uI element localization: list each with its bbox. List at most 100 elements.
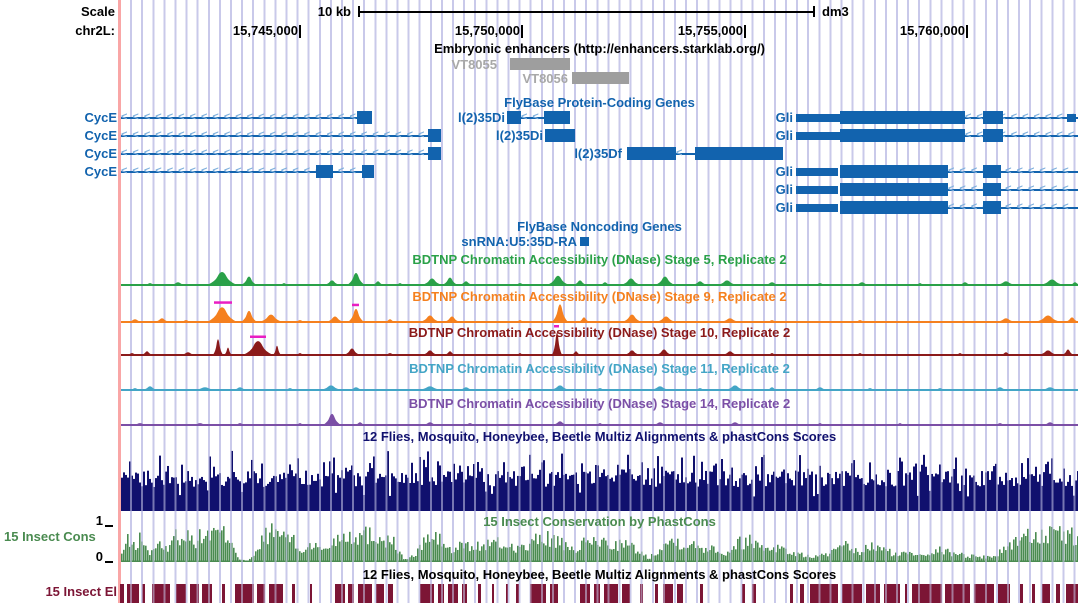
conserved-element-block[interactable] xyxy=(945,584,970,603)
conserved-element-block[interactable] xyxy=(420,584,434,603)
conserved-element-block[interactable] xyxy=(1056,584,1060,603)
conserved-element-block[interactable] xyxy=(478,584,481,603)
gene-exon-box[interactable] xyxy=(580,237,589,246)
gene-exon-box[interactable] xyxy=(316,165,333,178)
gene-label-snRNA:U5:35D-RA[interactable]: snRNA:U5:35D-RA xyxy=(461,234,577,249)
gene-exon-box[interactable] xyxy=(983,183,1001,196)
dnase-stage10-graph[interactable] xyxy=(121,325,1078,357)
gene-label-Gli[interactable]: Gli xyxy=(775,182,793,197)
conserved-element-block[interactable] xyxy=(974,584,994,603)
gene-exon-box[interactable] xyxy=(840,111,965,124)
gene-exon-box[interactable] xyxy=(357,111,372,124)
conserved-element-block[interactable] xyxy=(176,584,186,603)
gene-label-CycE[interactable]: CycE xyxy=(84,128,117,143)
gene-label-CycE[interactable]: CycE xyxy=(84,164,117,179)
conserved-element-block[interactable] xyxy=(905,584,907,603)
conserved-element-block[interactable] xyxy=(127,584,139,603)
gene-exon-box[interactable] xyxy=(796,186,838,194)
gene-label-Gli[interactable]: Gli xyxy=(775,128,793,143)
conserved-element-block[interactable] xyxy=(580,584,590,603)
dnase-stage9-graph[interactable] xyxy=(121,292,1078,324)
conserved-element-block[interactable] xyxy=(462,584,467,603)
conserved-element-block[interactable] xyxy=(257,584,265,603)
conserved-element-block[interactable] xyxy=(655,584,658,603)
conserved-element-block[interactable] xyxy=(269,584,283,603)
conserved-element-block[interactable] xyxy=(866,584,880,603)
conserved-element-block[interactable] xyxy=(640,584,643,603)
conserved-element-block[interactable] xyxy=(594,584,600,603)
conserved-element-block[interactable] xyxy=(358,584,372,603)
gene-label-CycE[interactable]: CycE xyxy=(84,146,117,161)
gene-label-l(2)35Di[interactable]: l(2)35Di xyxy=(496,128,543,143)
conserved-element-block[interactable] xyxy=(388,584,393,603)
gene-exon-box[interactable] xyxy=(840,183,948,196)
conserved-element-block[interactable] xyxy=(842,584,862,603)
conserved-element-block[interactable] xyxy=(1032,584,1035,603)
conserved-element-block[interactable] xyxy=(604,584,618,603)
conserved-element-block[interactable] xyxy=(506,584,508,603)
gene-exon-box[interactable] xyxy=(544,111,570,124)
gene-exon-box[interactable] xyxy=(983,129,1003,142)
conserved-element-block[interactable] xyxy=(516,584,519,603)
conserved-element-block[interactable] xyxy=(1042,584,1050,603)
gene-label-l(2)35Di[interactable]: l(2)35Di xyxy=(458,110,505,125)
gene-exon-box[interactable] xyxy=(840,201,948,214)
gene-exon-box[interactable] xyxy=(428,129,441,142)
gene-label-CycE[interactable]: CycE xyxy=(84,110,117,125)
gene-exon-box[interactable] xyxy=(983,111,1003,124)
conserved-element-block[interactable] xyxy=(622,584,630,603)
conserved-element-block[interactable] xyxy=(202,584,212,603)
conserved-element-block[interactable] xyxy=(884,584,900,603)
gene-label-Gli[interactable]: Gli xyxy=(775,200,793,215)
conserved-element-block[interactable] xyxy=(310,584,312,603)
enhancer-box-VT8055[interactable] xyxy=(510,58,570,70)
conserved-element-block[interactable] xyxy=(120,584,124,603)
conserved-element-block[interactable] xyxy=(998,584,1010,603)
conserved-element-block[interactable] xyxy=(790,584,793,603)
enhancer-box-VT8056[interactable] xyxy=(572,72,629,84)
conserved-element-block[interactable] xyxy=(677,584,683,603)
conserved-element-block[interactable] xyxy=(348,584,354,603)
conserved-element-block[interactable] xyxy=(492,584,494,603)
conserved-element-block[interactable] xyxy=(700,584,703,603)
conserved-element-block[interactable] xyxy=(152,584,170,603)
gene-exon-box[interactable] xyxy=(362,165,374,178)
gene-exon-box[interactable] xyxy=(428,147,441,160)
conserved-element-block[interactable] xyxy=(663,584,673,603)
gene-exon-box[interactable] xyxy=(1067,114,1076,122)
conserved-element-block[interactable] xyxy=(142,584,145,603)
dnase-stage5-graph[interactable] xyxy=(121,255,1078,287)
gene-exon-box[interactable] xyxy=(796,204,838,212)
gene-label-Gli[interactable]: Gli xyxy=(775,164,793,179)
conserved-element-block[interactable] xyxy=(292,584,295,603)
gene-exon-box[interactable] xyxy=(840,165,948,178)
phastcons-left-label[interactable]: 15 Insect Cons xyxy=(4,529,96,544)
gene-exon-box[interactable] xyxy=(796,114,840,122)
gene-label-Gli[interactable]: Gli xyxy=(775,110,793,125)
conserved-element-block[interactable] xyxy=(335,584,345,603)
conserved-element-block[interactable] xyxy=(235,584,254,603)
elements-left-label[interactable]: 15 Insect El xyxy=(45,584,117,599)
conserved-element-block[interactable] xyxy=(190,584,199,603)
conserved-element-block[interactable] xyxy=(530,584,546,603)
gene-exon-box[interactable] xyxy=(507,111,521,124)
gene-exon-box[interactable] xyxy=(796,132,840,140)
conserved-element-block[interactable] xyxy=(438,584,444,603)
dnase-stage14-graph[interactable] xyxy=(121,395,1078,427)
gene-exon-box[interactable] xyxy=(796,168,838,176)
multiz-histogram[interactable] xyxy=(121,445,1078,511)
gene-exon-box[interactable] xyxy=(695,147,783,160)
gene-exon-box[interactable] xyxy=(983,201,1001,214)
conserved-element-block[interactable] xyxy=(1020,584,1023,603)
gene-label-l(2)35Df[interactable]: l(2)35Df xyxy=(574,146,622,161)
gene-exon-box[interactable] xyxy=(983,165,1001,178)
conserved-element-block[interactable] xyxy=(448,584,458,603)
dnase-stage11-graph[interactable] xyxy=(121,360,1078,392)
conserved-element-block[interactable] xyxy=(800,584,804,603)
conserved-element-block[interactable] xyxy=(1066,584,1078,603)
conserved-element-block[interactable] xyxy=(376,584,384,603)
gene-exon-box[interactable] xyxy=(627,147,676,160)
gene-exon-box[interactable] xyxy=(840,129,965,142)
conserved-element-block[interactable] xyxy=(222,584,225,603)
conserved-element-block[interactable] xyxy=(550,584,558,603)
